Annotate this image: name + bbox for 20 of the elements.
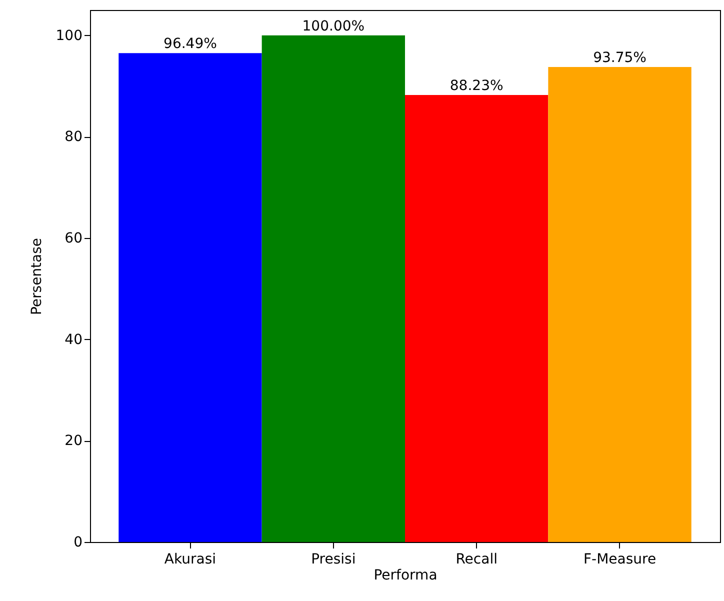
y-tick-label: 100 (56, 28, 82, 44)
y-axis-title: Persentase (28, 238, 45, 316)
data-label: 100.00% (302, 18, 365, 34)
bar (118, 53, 262, 542)
bar (405, 94, 548, 542)
x-tick-label: F-Measure (583, 552, 656, 568)
y-tick-label: 20 (64, 433, 82, 450)
data-label: 88.23% (450, 78, 504, 94)
data-label: 96.49% (164, 36, 217, 52)
x-tick-label: Akurasi (164, 552, 216, 568)
y-tick-label: 0 (74, 534, 82, 550)
x-axis-title: Performa (374, 568, 438, 584)
bar (262, 35, 405, 542)
y-tick-label: 80 (64, 129, 82, 146)
y-tick-label: 40 (64, 332, 82, 348)
bar (548, 67, 692, 542)
x-tick-label: Presisi (311, 552, 356, 568)
y-tick-label: 60 (64, 230, 82, 246)
data-label: 93.75% (593, 50, 646, 66)
x-tick-label: Recall (456, 552, 498, 568)
